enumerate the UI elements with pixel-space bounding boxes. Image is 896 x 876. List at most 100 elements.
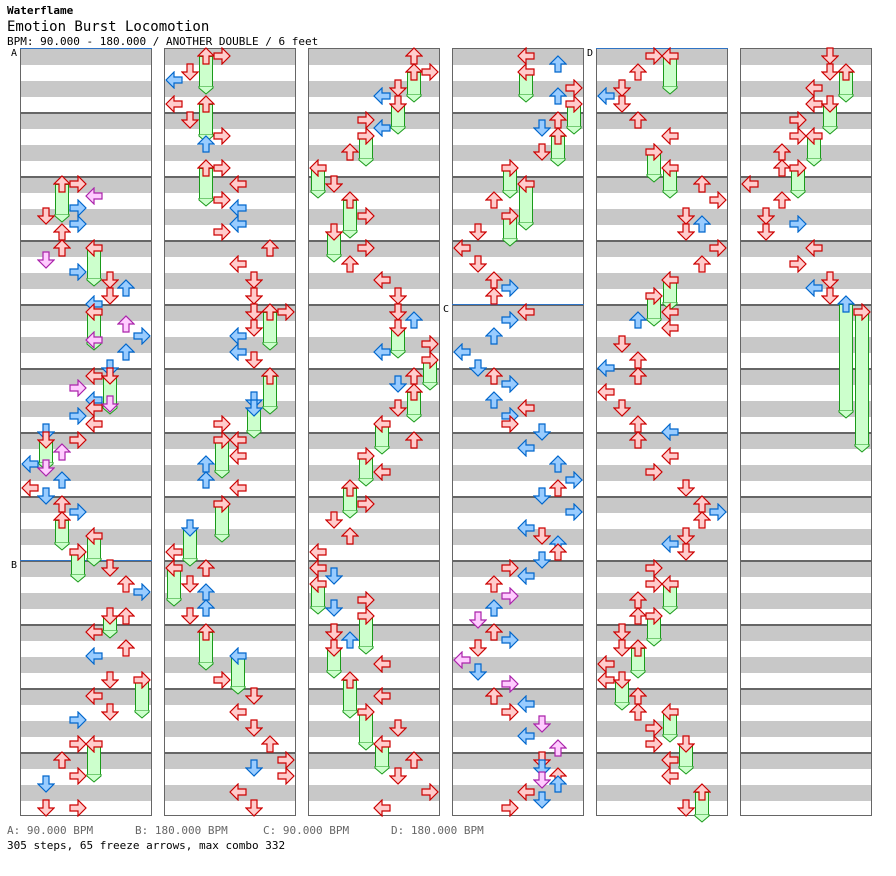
arrow-left-icon — [597, 87, 615, 105]
freeze-tail-icon — [230, 686, 246, 695]
arrow-right-icon — [69, 407, 87, 425]
arrow-left-icon — [21, 455, 39, 473]
arrow-down-icon — [245, 319, 263, 337]
freeze-tail-icon — [342, 230, 358, 239]
arrow-left-icon — [85, 527, 103, 545]
arrow-up-icon — [485, 287, 503, 305]
arrow-right-icon — [357, 127, 375, 145]
arrow-left-icon — [85, 239, 103, 257]
arrow-left-icon — [661, 447, 679, 465]
arrow-left-icon — [373, 735, 391, 753]
arrow-up-icon — [197, 159, 215, 177]
arrow-right-icon — [501, 559, 519, 577]
measure-line — [453, 368, 583, 370]
arrow-left-icon — [661, 767, 679, 785]
measure-line — [309, 112, 439, 114]
freeze-tail-icon — [326, 670, 342, 679]
arrow-up-icon — [693, 175, 711, 193]
measure-line — [309, 176, 439, 178]
measure-line — [165, 496, 295, 498]
measure-line — [453, 304, 583, 306]
arrow-up-icon — [485, 575, 503, 593]
arrow-left-icon — [661, 319, 679, 337]
measure-line — [597, 624, 727, 626]
arrow-up-icon — [485, 327, 503, 345]
measure-line — [21, 688, 151, 690]
arrow-left-icon — [517, 727, 535, 745]
freeze-tail-icon — [214, 470, 230, 479]
measure-line — [741, 368, 871, 370]
arrow-right-icon — [357, 207, 375, 225]
arrow-up-icon — [629, 639, 647, 657]
measure-line — [741, 240, 871, 242]
arrow-right-icon — [133, 327, 151, 345]
arrow-right-icon — [501, 799, 519, 817]
arrow-left-icon — [85, 303, 103, 321]
freeze-tail-icon — [502, 190, 518, 199]
arrow-down-icon — [37, 799, 55, 817]
arrow-right-icon — [69, 711, 87, 729]
freeze-tail-icon — [342, 710, 358, 719]
freeze-tail-icon — [326, 254, 342, 263]
arrow-right-icon — [69, 799, 87, 817]
arrow-right-icon — [709, 191, 727, 209]
arrow-up-icon — [53, 239, 71, 257]
arrow-right-icon — [645, 463, 663, 481]
arrow-left-icon — [453, 343, 471, 361]
arrow-left-icon — [85, 331, 103, 349]
arrow-down-icon — [757, 207, 775, 225]
arrow-up-icon — [341, 479, 359, 497]
measure-line — [309, 560, 439, 562]
measure-line — [165, 752, 295, 754]
arrow-left-icon — [373, 343, 391, 361]
freeze-tail-icon — [262, 342, 278, 351]
arrow-down-icon — [613, 399, 631, 417]
artist-name: Waterflame — [7, 4, 74, 17]
measure-line — [21, 432, 151, 434]
arrow-left-icon — [373, 415, 391, 433]
arrow-left-icon — [229, 703, 247, 721]
arrow-down-icon — [677, 543, 695, 561]
measure-line — [21, 304, 151, 306]
arrow-up-icon — [485, 599, 503, 617]
arrow-up-icon — [629, 607, 647, 625]
measure-line — [597, 304, 727, 306]
freeze-tail-icon — [86, 774, 102, 783]
arrow-down-icon — [677, 799, 695, 817]
arrow-up-icon — [629, 367, 647, 385]
arrow-left-icon — [517, 439, 535, 457]
arrow-down-icon — [821, 271, 839, 289]
arrow-left-icon — [85, 735, 103, 753]
freeze-tail-icon — [502, 238, 518, 247]
arrow-up-icon — [837, 63, 855, 81]
measure-line — [309, 368, 439, 370]
freeze-tail-icon — [790, 190, 806, 199]
arrow-left-icon — [165, 559, 183, 577]
measure-line — [597, 368, 727, 370]
arrow-right-icon — [501, 279, 519, 297]
measure-line — [309, 240, 439, 242]
arrow-down-icon — [325, 623, 343, 641]
arrow-up-icon — [629, 63, 647, 81]
arrow-down-icon — [325, 223, 343, 241]
arrow-right-icon — [789, 255, 807, 273]
arrow-down-icon — [533, 423, 551, 441]
arrow-up-icon — [405, 311, 423, 329]
arrow-down-icon — [101, 395, 119, 413]
freeze-tail-icon — [662, 190, 678, 199]
arrow-up-icon — [341, 255, 359, 273]
arrow-left-icon — [517, 695, 535, 713]
arrow-left-icon — [229, 447, 247, 465]
arrow-left-icon — [661, 575, 679, 593]
arrow-up-icon — [485, 367, 503, 385]
arrow-down-icon — [181, 63, 199, 81]
arrow-right-icon — [645, 607, 663, 625]
measure-line — [597, 176, 727, 178]
arrow-right-icon — [357, 239, 375, 257]
freeze-tail-icon — [406, 94, 422, 103]
measure-line — [741, 496, 871, 498]
arrow-left-icon — [85, 623, 103, 641]
freeze-tail-icon — [678, 766, 694, 775]
arrow-up-icon — [261, 303, 279, 321]
arrow-right-icon — [709, 239, 727, 257]
